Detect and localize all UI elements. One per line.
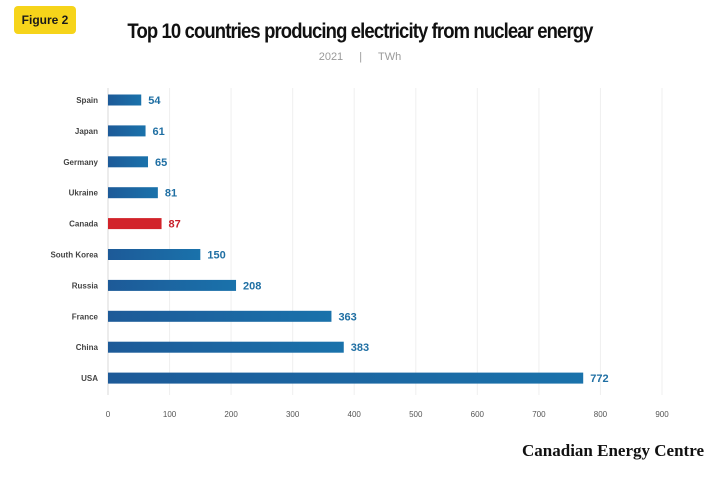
x-tick-label: 700	[532, 410, 546, 419]
bar-canada	[108, 218, 162, 230]
x-tick-label: 600	[471, 410, 485, 419]
chart-subtitle: 2021 | TWh	[0, 51, 720, 63]
bar-china	[108, 341, 344, 353]
category-label: South Korea	[50, 251, 98, 260]
bar-germany	[108, 156, 149, 168]
subtitle-year: 2021	[318, 51, 344, 63]
data-label: 363	[338, 311, 356, 323]
bar-ukraine	[108, 187, 158, 199]
x-tick-label: 100	[163, 410, 177, 419]
data-label: 150	[207, 250, 225, 262]
category-label: Germany	[63, 158, 98, 167]
x-tick-label: 500	[409, 410, 423, 419]
bar-usa	[108, 372, 584, 384]
data-label: 208	[243, 280, 261, 292]
x-tick-label: 400	[348, 410, 362, 419]
footer-logo-text: Canadian Energy Centre	[522, 441, 704, 460]
figure-badge: Figure 2	[14, 6, 76, 34]
data-label: 54	[148, 95, 161, 107]
bar-russia	[108, 279, 237, 291]
bar-spain	[108, 94, 142, 106]
category-label: USA	[81, 374, 98, 383]
data-label: 81	[165, 188, 177, 200]
category-label: Canada	[69, 220, 98, 229]
data-label: 772	[590, 373, 608, 385]
category-label: France	[72, 312, 99, 321]
data-label: 87	[169, 219, 181, 231]
category-label: Russia	[72, 281, 99, 290]
bar-france	[108, 310, 332, 322]
category-label: Spain	[76, 96, 98, 105]
x-tick-label: 0	[106, 410, 111, 419]
x-tick-label: 200	[224, 410, 238, 419]
data-label: 61	[153, 126, 165, 138]
x-tick-label: 300	[286, 410, 300, 419]
subtitle-separator: |	[359, 51, 363, 63]
data-label: 65	[155, 157, 167, 169]
bar-south-korea	[108, 249, 201, 260]
data-label: 383	[351, 342, 369, 354]
category-label: Japan	[75, 127, 98, 136]
category-label: China	[76, 343, 99, 352]
chart-title: Top 10 countries producing electricity f…	[127, 20, 593, 43]
bar-japan	[108, 125, 146, 137]
x-tick-label: 900	[655, 410, 669, 419]
subtitle-unit: TWh	[378, 51, 402, 63]
category-label: Ukraine	[69, 189, 99, 198]
x-tick-label: 800	[594, 410, 608, 419]
